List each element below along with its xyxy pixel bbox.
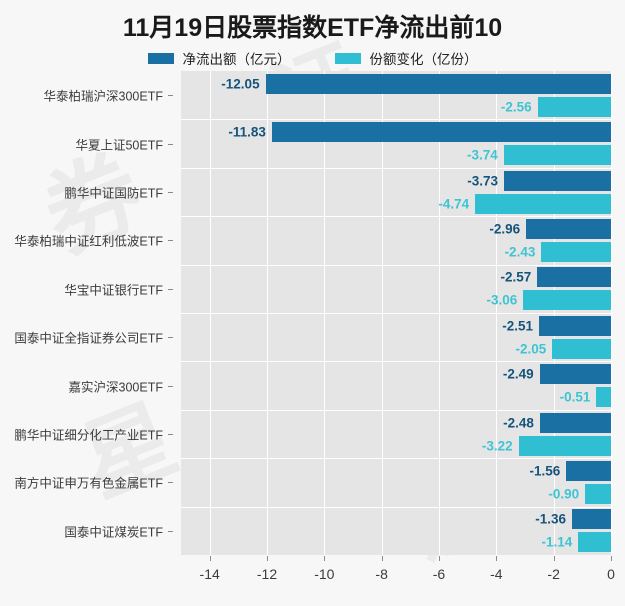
bar-value-label-share-change: -3.74 bbox=[467, 147, 498, 163]
y-axis-category-label: 国泰中证煤炭ETF bbox=[64, 525, 163, 540]
legend-item-net-outflow[interactable]: 净流出额（亿元） bbox=[147, 48, 291, 68]
bar-share-change[interactable] bbox=[537, 96, 611, 117]
bar-value-label-net-outflow: -2.51 bbox=[502, 318, 534, 334]
x-axis-tick-label: -8 bbox=[375, 566, 388, 582]
bar-value-label-net-outflow: -2.49 bbox=[502, 366, 534, 382]
legend-label: 净流出额（亿元） bbox=[182, 52, 291, 67]
bar-net-outflow[interactable] bbox=[539, 412, 611, 433]
bar-share-change[interactable] bbox=[585, 483, 611, 504]
bars-layer: -12.05 -2.56 -11.83 -3.74 -3.73 -4.74 -2.96 -2.… bbox=[181, 71, 611, 555]
x-axis-tick-label: 0 bbox=[607, 566, 615, 582]
legend-label: 份额变化（亿份） bbox=[369, 52, 478, 67]
bar-value-label-share-change: -1.14 bbox=[541, 534, 573, 550]
y-axis-labels: 华泰柏瑞沪深300ETF 华夏上证50ETF 鹏华中证国防ETF 华泰柏瑞中证红利低波… bbox=[0, 0, 181, 606]
x-axis-tick bbox=[439, 556, 440, 561]
x-axis-tick bbox=[611, 556, 612, 561]
bar-value-label-net-outflow: -1.36 bbox=[535, 511, 567, 527]
bar-value-label-net-outflow: -3.73 bbox=[467, 173, 499, 188]
y-axis-tick bbox=[168, 434, 173, 435]
bar-net-outflow[interactable] bbox=[504, 170, 611, 191]
x-axis-tick bbox=[381, 556, 383, 561]
x-axis-tick-label: -4 bbox=[490, 566, 503, 582]
bar-value-label-share-change: -2.43 bbox=[504, 244, 536, 260]
x-axis-tick-label: -12 bbox=[256, 566, 278, 582]
x-axis-tick bbox=[209, 556, 211, 561]
bar-value-label-share-change: -0.90 bbox=[548, 486, 580, 502]
bar-net-outflow[interactable] bbox=[537, 267, 611, 288]
bar-net-outflow[interactable] bbox=[572, 509, 611, 530]
y-axis-category-label: 国泰中证全指证券公司ETF bbox=[14, 331, 163, 346]
x-axis-tick-label: -2 bbox=[547, 566, 560, 582]
x-axis-tick bbox=[496, 556, 498, 561]
y-axis-tick bbox=[168, 143, 173, 145]
legend-swatch-icon bbox=[147, 52, 174, 64]
x-axis-tick bbox=[553, 556, 555, 561]
bar-value-label-net-outflow: -11.83 bbox=[228, 124, 266, 140]
legend-swatch-icon bbox=[334, 52, 361, 64]
bar-value-label-share-change: -3.22 bbox=[481, 438, 513, 453]
bar-share-change[interactable] bbox=[523, 290, 611, 311]
x-axis-tick-label: -6 bbox=[432, 566, 446, 582]
chart-title: 11月19日股票指数ETF净流出前10 bbox=[122, 14, 503, 42]
bar-net-outflow[interactable] bbox=[271, 122, 611, 143]
bar-share-change[interactable] bbox=[541, 241, 611, 262]
bar-value-label-net-outflow: -2.96 bbox=[489, 221, 521, 237]
bar-net-outflow[interactable] bbox=[539, 364, 611, 385]
y-axis-category-label: 华夏上证50ETF bbox=[75, 138, 163, 153]
bar-value-label-share-change: -3.06 bbox=[486, 292, 518, 308]
bar-share-change[interactable] bbox=[503, 145, 611, 166]
bar-value-label-net-outflow: -2.48 bbox=[503, 415, 534, 430]
y-axis-tick bbox=[168, 240, 173, 242]
bar-value-label-net-outflow: -2.57 bbox=[500, 269, 532, 285]
chart-legend: 净流出额（亿元） 份额变化（亿份） bbox=[0, 48, 625, 68]
bar-share-change[interactable] bbox=[552, 338, 611, 359]
y-axis-category-label: 鹏华中证国防ETF bbox=[64, 186, 163, 201]
y-axis-tick bbox=[168, 337, 173, 339]
y-axis-tick bbox=[168, 95, 173, 97]
bar-value-label-share-change: -2.05 bbox=[515, 341, 547, 357]
y-axis-category-label: 华宝中证银行ETF bbox=[64, 283, 163, 298]
y-axis-tick bbox=[168, 482, 173, 484]
bar-share-change[interactable] bbox=[518, 435, 611, 456]
bar-share-change[interactable] bbox=[596, 387, 611, 408]
bar-net-outflow[interactable] bbox=[539, 315, 611, 336]
bar-net-outflow[interactable] bbox=[526, 218, 611, 239]
y-axis-category-label: 南方中证申万有色金属ETF bbox=[14, 476, 163, 491]
bar-value-label-share-change: -4.74 bbox=[438, 196, 470, 211]
bar-share-change[interactable] bbox=[475, 193, 611, 214]
bar-value-label-net-outflow: -1.56 bbox=[529, 463, 561, 479]
x-axis-tick bbox=[324, 556, 326, 561]
x-axis-tick bbox=[267, 556, 268, 561]
bar-share-change[interactable] bbox=[578, 532, 611, 553]
y-axis-tick bbox=[168, 530, 173, 532]
legend-item-share-change[interactable]: 份额变化（亿份） bbox=[334, 48, 478, 68]
x-axis-tick-label: -14 bbox=[199, 566, 220, 582]
y-axis-tick bbox=[168, 192, 173, 193]
bar-value-label-net-outflow: -12.05 bbox=[221, 76, 260, 92]
y-axis-category-label: 鹏华中证细分化工产业ETF bbox=[14, 428, 163, 443]
y-axis-category-label: 嘉实沪深300ETF bbox=[68, 380, 163, 395]
bar-net-outflow[interactable] bbox=[265, 73, 611, 94]
y-axis-category-label: 华泰柏瑞沪深300ETF bbox=[43, 89, 163, 104]
bar-value-label-share-change: -2.56 bbox=[500, 99, 532, 115]
y-axis-tick bbox=[168, 288, 173, 290]
x-axis-tick-label: -10 bbox=[314, 566, 335, 582]
y-axis-tick bbox=[168, 385, 173, 387]
bar-net-outflow[interactable] bbox=[566, 460, 611, 481]
bar-value-label-share-change: -0.51 bbox=[559, 389, 591, 405]
y-axis-category-label: 华泰柏瑞中证红利低波ETF bbox=[14, 234, 163, 249]
